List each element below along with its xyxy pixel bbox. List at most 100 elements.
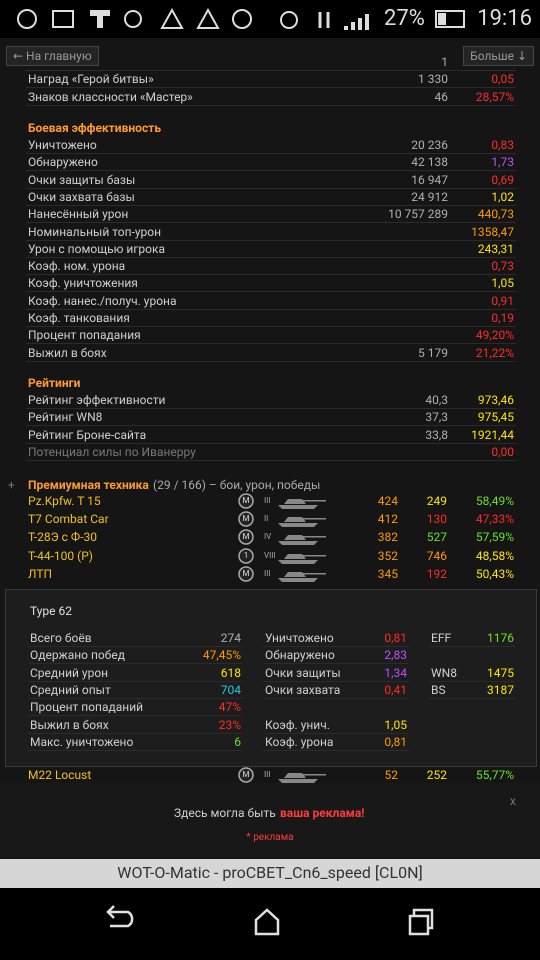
section-title: Рейтинги xyxy=(28,376,81,390)
tank-damage: 130 xyxy=(426,512,447,527)
mastery-badge xyxy=(238,566,254,582)
ad-close[interactable]: x xyxy=(510,794,516,808)
popup-label: Очки захвата xyxy=(265,682,341,697)
row-ratio: 1,02 xyxy=(491,189,514,204)
row-ratio: 0,05 xyxy=(491,72,514,87)
row-ratio: 243,31 xyxy=(477,241,514,256)
mastery-badge-label: M xyxy=(242,770,250,779)
row-separator xyxy=(28,749,242,751)
tank-battles: 352 xyxy=(377,548,398,563)
row-label: Рейтинг Броне-сайта xyxy=(28,427,147,442)
tank-tier: III xyxy=(264,770,271,779)
popup-label: WN8 xyxy=(431,665,457,680)
row-separator xyxy=(26,459,516,461)
row-separator xyxy=(28,715,242,717)
more-button[interactable]: Больше ↓ xyxy=(463,46,534,66)
nav-icons xyxy=(106,905,434,936)
row-separator xyxy=(263,646,409,647)
row-separator xyxy=(26,104,516,106)
popup-value: 704 xyxy=(220,682,241,697)
popup-value: 23% xyxy=(218,717,241,732)
row-separator xyxy=(26,274,516,276)
tank-icon xyxy=(278,517,326,528)
popup-value: 1,05 xyxy=(384,717,407,732)
row-ratio: 28,57% xyxy=(475,89,514,104)
row-ratio: 1358,47 xyxy=(471,224,514,239)
row-separator xyxy=(28,680,242,682)
row-separator xyxy=(26,239,516,241)
row-ratio: 1921,44 xyxy=(471,427,514,442)
row-separator xyxy=(26,308,516,310)
row-ratio: 0,83 xyxy=(491,138,514,152)
tank-name: T7 Combat Car xyxy=(28,512,109,527)
tank-damage: 527 xyxy=(426,530,447,545)
tank-battles: 52 xyxy=(384,768,399,782)
popup-value: 1,34 xyxy=(384,665,407,680)
row-separator xyxy=(263,749,409,751)
row-separator xyxy=(28,646,242,647)
row-separator xyxy=(26,153,516,154)
mastery-badge xyxy=(238,511,254,527)
row-label: Рейтинг эффективности xyxy=(28,393,166,407)
row-separator xyxy=(26,408,516,409)
popup-label: Обнаружено xyxy=(265,648,335,663)
back-button[interactable]: ← На главную xyxy=(6,46,99,66)
tank-damage: 746 xyxy=(426,548,447,563)
popup-value: 274 xyxy=(220,631,241,645)
row-value: 1 xyxy=(441,55,448,69)
popup-label: Средний урон xyxy=(30,665,109,680)
popup-label: Средний опыт xyxy=(30,682,111,697)
row-separator xyxy=(26,326,516,327)
row-value: 40,3 xyxy=(425,393,448,407)
popup-value: 3187 xyxy=(487,682,514,697)
row-label: Очки защиты базы xyxy=(28,172,136,187)
row-separator xyxy=(26,360,516,362)
row-ratio: 21,22% xyxy=(475,345,514,360)
popup-value: 1176 xyxy=(487,631,514,645)
row-label: Наград «Герой битвы» xyxy=(28,72,154,87)
row-label: Урон с помощью игрока xyxy=(28,241,165,256)
tank-icon xyxy=(278,499,326,509)
navigation-bar xyxy=(0,888,540,960)
row-separator xyxy=(429,646,515,647)
popup-value: 0,41 xyxy=(384,682,407,697)
row-ratio: 1,73 xyxy=(491,155,514,170)
tank-name: M22 Locust xyxy=(28,768,92,782)
row-ratio: 440,73 xyxy=(477,207,514,222)
row-separator xyxy=(26,87,516,89)
app-title: WOT-O-Matic - proCBET_Cn6_speed [CL0N] xyxy=(117,863,423,882)
row-ratio: 0,19 xyxy=(491,311,514,325)
row-label: Коэф. уничтожения xyxy=(28,276,138,291)
mastery-badge-label: 1 xyxy=(243,550,249,560)
clock: 19:16 xyxy=(477,6,532,31)
row-separator xyxy=(26,256,516,258)
mastery-badge xyxy=(238,493,254,509)
row-separator xyxy=(26,425,516,427)
ad-area xyxy=(0,783,540,858)
popup-value: 2,83 xyxy=(384,648,407,663)
row-ratio: 49,20% xyxy=(475,328,514,343)
row-separator xyxy=(26,187,516,189)
row-separator xyxy=(429,697,515,699)
row-separator xyxy=(263,697,409,699)
tank-tier: II xyxy=(264,514,269,524)
row-separator xyxy=(263,663,409,665)
mastery-badge xyxy=(238,767,254,783)
row-value: 5 179 xyxy=(418,345,448,360)
tank-icon xyxy=(278,571,326,582)
row-separator xyxy=(28,732,242,734)
row-separator xyxy=(28,663,242,665)
row-ratio: 0,73 xyxy=(491,259,514,274)
popup-value: 618 xyxy=(220,665,241,680)
popup-label: EFF xyxy=(431,631,452,645)
popup-label: Одержано побед xyxy=(30,648,125,663)
tank-battles: 345 xyxy=(377,566,398,581)
row-value: 1 330 xyxy=(418,72,448,87)
tank-damage: 252 xyxy=(426,768,447,782)
row-value: 10 757 289 xyxy=(388,207,448,222)
mastery-badge-label: M xyxy=(242,568,250,578)
row-value: 24 912 xyxy=(411,189,448,204)
row-ratio: 0,00 xyxy=(491,444,514,459)
row-separator xyxy=(263,680,409,682)
